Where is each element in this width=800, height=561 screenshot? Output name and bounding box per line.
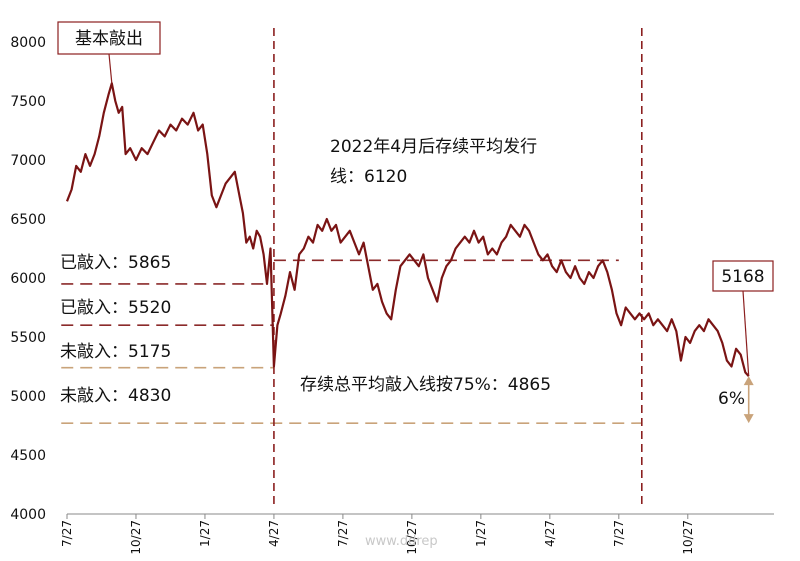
label-not-knocked-high: 未敲入：5175	[60, 342, 171, 362]
event-lines	[273, 28, 643, 506]
mid-text-line1: 2022年4月后存续平均发行	[330, 137, 537, 157]
x-tick-label: 7/27	[336, 520, 350, 547]
y-tick-label: 8000	[10, 35, 46, 51]
top-callout-box	[57, 21, 161, 55]
arrow-head-bottom	[743, 414, 754, 424]
y-tick-label: 7500	[10, 94, 46, 110]
series-line	[65, 82, 750, 377]
x-axis-ticks: 7/27 10/27 1/27 4/27 7/27 10/27 1/27 4/27 7/27 10…	[60, 514, 695, 555]
y-tick-label: 4500	[10, 448, 46, 464]
end-value-callout: 5168	[712, 260, 774, 377]
x-tick-label: 10/27	[681, 520, 695, 555]
arrow-head-top	[743, 376, 754, 386]
y-axis-ticks: 8000 7500 7000 6500 6000 5500 5000 4500 4000	[10, 35, 46, 523]
x-tick-label: 7/27	[612, 520, 626, 547]
label-knocked-in-high: 已敲入：5865	[60, 253, 171, 273]
x-tick-label: 1/27	[198, 520, 212, 547]
label-not-knocked-low: 未敲入：4830	[60, 386, 171, 406]
top-callout-leader	[108, 53, 113, 84]
y-tick-label: 5000	[10, 389, 46, 405]
end-value-box	[712, 260, 774, 292]
watermark: www.ddrep	[365, 534, 438, 549]
end-value-leader	[742, 290, 750, 377]
y-tick-label: 7000	[10, 153, 46, 169]
y-tick-label: 6500	[10, 212, 46, 228]
y-tick-label: 5500	[10, 330, 46, 346]
percent-label: 6%	[718, 389, 745, 409]
total-average-text: 存续总平均敲入线按75%：4865	[300, 375, 551, 395]
top-callout-text: 基本敲出	[75, 29, 143, 49]
y-tick-label: 4000	[10, 507, 46, 523]
y-tick-label: 6000	[10, 271, 46, 287]
mid-text-line2: 线：6120	[330, 167, 407, 187]
x-tick-label: 4/27	[543, 520, 557, 547]
top-callout: 基本敲出	[57, 21, 161, 84]
end-value-text: 5168	[721, 267, 764, 287]
decline-arrow	[743, 376, 754, 424]
x-tick-label: 10/27	[405, 520, 419, 555]
x-tick-label: 10/27	[129, 520, 143, 555]
label-knocked-in-low: 已敲入：5520	[60, 298, 171, 318]
x-tick-label: 4/27	[267, 520, 281, 547]
x-tick-label: 1/27	[474, 520, 488, 547]
x-tick-label: 7/27	[60, 520, 74, 547]
